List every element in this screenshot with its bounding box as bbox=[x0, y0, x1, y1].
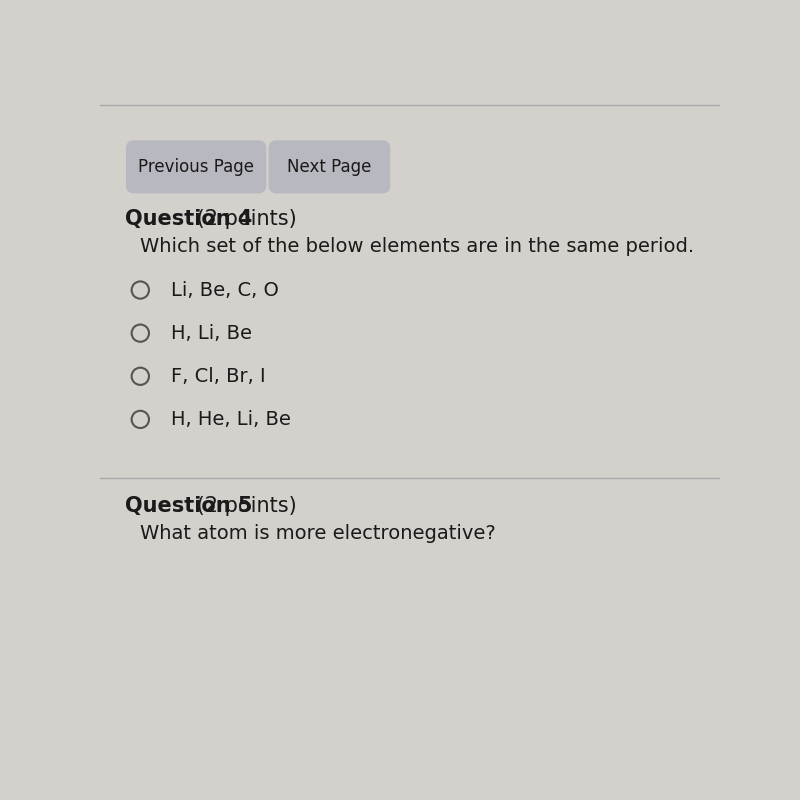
Text: Li, Be, C, O: Li, Be, C, O bbox=[171, 281, 279, 299]
Text: What atom is more electronegative?: What atom is more electronegative? bbox=[140, 524, 496, 543]
FancyBboxPatch shape bbox=[270, 141, 390, 193]
Text: Question 5: Question 5 bbox=[125, 496, 252, 516]
Text: Which set of the below elements are in the same period.: Which set of the below elements are in t… bbox=[140, 238, 694, 257]
Text: (2 points): (2 points) bbox=[190, 496, 297, 516]
FancyBboxPatch shape bbox=[126, 141, 266, 193]
Text: Next Page: Next Page bbox=[287, 158, 371, 176]
Text: Question 4: Question 4 bbox=[125, 210, 252, 230]
Text: (2 points): (2 points) bbox=[190, 210, 297, 230]
Text: H, He, Li, Be: H, He, Li, Be bbox=[171, 410, 291, 429]
Text: H, Li, Be: H, Li, Be bbox=[171, 324, 252, 342]
Text: F, Cl, Br, I: F, Cl, Br, I bbox=[171, 366, 266, 386]
Text: Previous Page: Previous Page bbox=[138, 158, 254, 176]
